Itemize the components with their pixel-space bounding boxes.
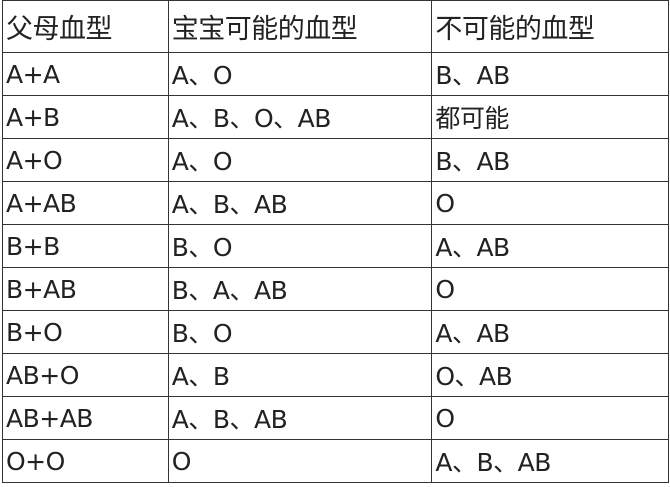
impossible-cell: O、AB (431, 353, 669, 397)
table-row: B+O B、O A、AB (2, 310, 669, 354)
impossible-cell: O (431, 267, 669, 311)
possible-cell: O (167, 439, 433, 483)
impossible-cell: A、B、AB (431, 439, 669, 483)
impossible-cell: A、AB (431, 224, 669, 268)
impossible-cell: A、AB (431, 310, 669, 354)
parents-cell: A+B (2, 95, 169, 139)
impossible-cell: B、AB (431, 52, 669, 96)
possible-cell: A、O (167, 138, 433, 182)
impossible-cell: O (431, 181, 669, 225)
header-impossible: 不可能的血型 (431, 0, 669, 53)
impossible-cell: B、AB (431, 138, 669, 182)
possible-cell: A、B (167, 353, 433, 397)
possible-cell: B、A、AB (167, 267, 433, 311)
parents-cell: A+A (2, 52, 169, 96)
parents-cell: A+AB (2, 181, 169, 225)
parents-cell: B+O (2, 310, 169, 354)
parents-cell: B+B (2, 224, 169, 268)
table-row: A+B A、B、O、AB 都可能 (2, 95, 669, 139)
impossible-cell: O (431, 396, 669, 440)
possible-cell: A、B、AB (167, 396, 433, 440)
table-row: A+AB A、B、AB O (2, 181, 669, 225)
table-row: A+O A、O B、AB (2, 138, 669, 182)
table-row: O+O O A、B、AB (2, 439, 669, 483)
table-row: A+A A、O B、AB (2, 52, 669, 96)
table-row: B+AB B、A、AB O (2, 267, 669, 311)
possible-cell: A、O (167, 52, 433, 96)
possible-cell: B、O (167, 310, 433, 354)
table-row: AB+AB A、B、AB O (2, 396, 669, 440)
possible-cell: A、B、O、AB (167, 95, 433, 139)
possible-cell: B、O (167, 224, 433, 268)
parents-cell: AB+AB (2, 396, 169, 440)
parents-cell: AB+O (2, 353, 169, 397)
table-row: B+B B、O A、AB (2, 224, 669, 268)
header-possible: 宝宝可能的血型 (167, 0, 433, 53)
header-row: 父母血型 宝宝可能的血型 不可能的血型 (2, 0, 669, 53)
parents-cell: B+AB (2, 267, 169, 311)
possible-cell: A、B、AB (167, 181, 433, 225)
header-parents: 父母血型 (2, 0, 169, 53)
parents-cell: A+O (2, 138, 169, 182)
parents-cell: O+O (2, 439, 169, 483)
impossible-cell: 都可能 (431, 95, 669, 139)
table-row: AB+O A、B O、AB (2, 353, 669, 397)
